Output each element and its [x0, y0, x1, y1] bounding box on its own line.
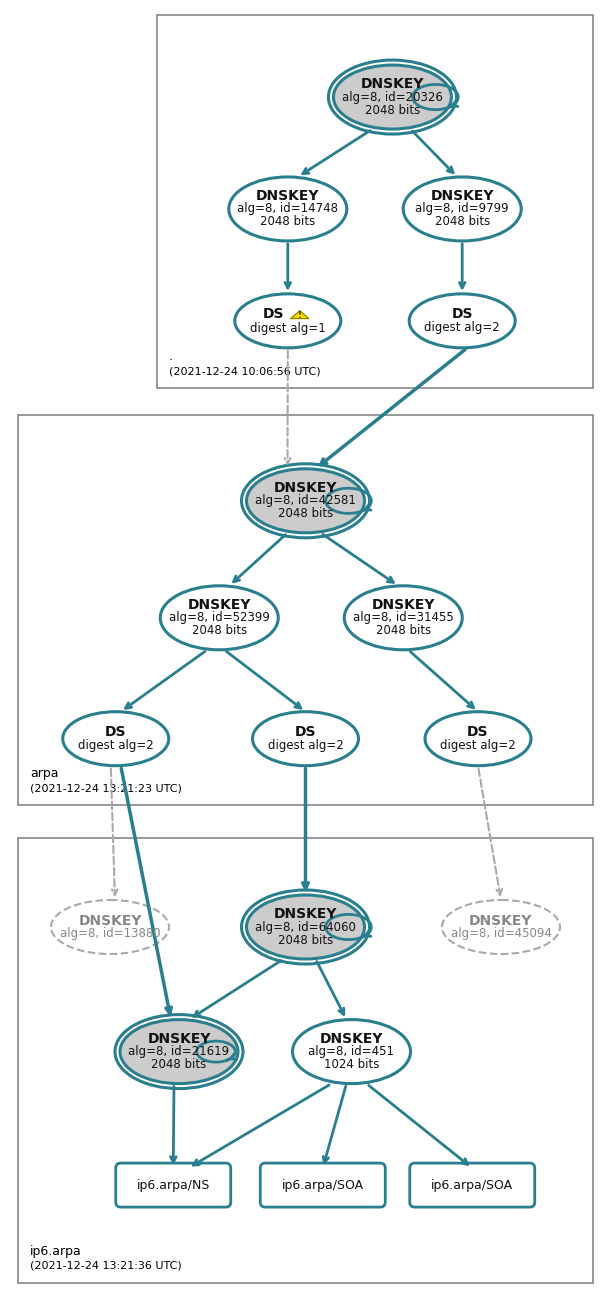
Ellipse shape — [235, 294, 341, 348]
Text: alg=8, id=42581: alg=8, id=42581 — [255, 495, 356, 508]
Text: .: . — [169, 349, 173, 362]
Text: DNSKEY: DNSKEY — [274, 907, 337, 921]
Text: ip6.arpa/NS: ip6.arpa/NS — [137, 1178, 210, 1191]
Text: DS: DS — [105, 725, 126, 739]
Text: 2048 bits: 2048 bits — [376, 625, 431, 638]
Text: DNSKEY: DNSKEY — [274, 481, 337, 495]
Text: DNSKEY: DNSKEY — [256, 188, 319, 203]
Bar — [157, 16, 593, 388]
Bar — [18, 414, 593, 805]
Text: DNSKEY: DNSKEY — [78, 913, 142, 927]
Text: digest alg=2: digest alg=2 — [440, 739, 516, 752]
Text: alg=8, id=64060: alg=8, id=64060 — [255, 921, 356, 934]
Ellipse shape — [403, 177, 521, 240]
Text: 2048 bits: 2048 bits — [435, 216, 490, 229]
Text: alg=8, id=52399: alg=8, id=52399 — [169, 612, 270, 625]
Ellipse shape — [333, 65, 451, 129]
Text: 2048 bits: 2048 bits — [260, 216, 316, 229]
Text: DS: DS — [451, 308, 473, 321]
Polygon shape — [291, 310, 309, 318]
Text: digest alg=2: digest alg=2 — [268, 739, 343, 752]
Text: ip6.arpa: ip6.arpa — [30, 1244, 82, 1257]
Text: 2048 bits: 2048 bits — [365, 104, 420, 117]
Text: DS: DS — [295, 725, 316, 739]
Ellipse shape — [63, 712, 169, 765]
Ellipse shape — [51, 900, 169, 953]
Text: (2021-12-24 13:21:23 UTC): (2021-12-24 13:21:23 UTC) — [30, 783, 182, 792]
Text: 2048 bits: 2048 bits — [278, 934, 333, 947]
Ellipse shape — [425, 712, 531, 765]
Text: alg=8, id=45094: alg=8, id=45094 — [451, 927, 552, 940]
Text: DNSKEY: DNSKEY — [188, 598, 251, 612]
Ellipse shape — [409, 294, 515, 348]
Text: ip6.arpa/SOA: ip6.arpa/SOA — [431, 1178, 513, 1191]
Text: alg=8, id=31455: alg=8, id=31455 — [353, 612, 454, 625]
Text: 2048 bits: 2048 bits — [151, 1059, 207, 1072]
Text: 2048 bits: 2048 bits — [278, 508, 333, 521]
Ellipse shape — [120, 1020, 238, 1083]
Text: DNSKEY: DNSKEY — [147, 1031, 211, 1046]
Text: DS: DS — [467, 725, 489, 739]
Text: arpa: arpa — [30, 766, 58, 779]
Text: !: ! — [298, 310, 302, 320]
Text: 1024 bits: 1024 bits — [324, 1059, 379, 1072]
Text: ip6.arpa/SOA: ip6.arpa/SOA — [282, 1178, 364, 1191]
Ellipse shape — [292, 1020, 411, 1083]
Text: 2048 bits: 2048 bits — [192, 625, 247, 638]
Text: DNSKEY: DNSKEY — [430, 188, 494, 203]
Text: alg=8, id=21619: alg=8, id=21619 — [129, 1046, 229, 1059]
FancyBboxPatch shape — [409, 1163, 535, 1207]
Text: alg=8, id=20326: alg=8, id=20326 — [342, 91, 443, 104]
Ellipse shape — [246, 469, 365, 533]
Text: (2021-12-24 10:06:56 UTC): (2021-12-24 10:06:56 UTC) — [169, 366, 321, 375]
Text: DNSKEY: DNSKEY — [360, 77, 424, 91]
Text: alg=8, id=14748: alg=8, id=14748 — [237, 203, 338, 216]
Ellipse shape — [442, 900, 560, 953]
Ellipse shape — [160, 586, 278, 650]
Ellipse shape — [229, 177, 347, 240]
Text: DNSKEY: DNSKEY — [469, 913, 533, 927]
FancyBboxPatch shape — [116, 1163, 230, 1207]
FancyBboxPatch shape — [261, 1163, 385, 1207]
Ellipse shape — [345, 586, 462, 650]
Text: DNSKEY: DNSKEY — [320, 1031, 383, 1046]
Bar — [18, 838, 593, 1283]
Ellipse shape — [253, 712, 359, 765]
Text: digest alg=1: digest alg=1 — [250, 322, 326, 335]
Ellipse shape — [246, 895, 365, 959]
Text: digest alg=2: digest alg=2 — [424, 321, 500, 334]
Text: DNSKEY: DNSKEY — [371, 598, 435, 612]
Text: (2021-12-24 13:21:36 UTC): (2021-12-24 13:21:36 UTC) — [30, 1261, 181, 1270]
Text: alg=8, id=451: alg=8, id=451 — [308, 1046, 395, 1059]
Text: digest alg=2: digest alg=2 — [78, 739, 154, 752]
Text: alg=8, id=13880: alg=8, id=13880 — [59, 927, 161, 940]
Text: alg=8, id=9799: alg=8, id=9799 — [416, 203, 509, 216]
Text: DS: DS — [263, 307, 284, 321]
